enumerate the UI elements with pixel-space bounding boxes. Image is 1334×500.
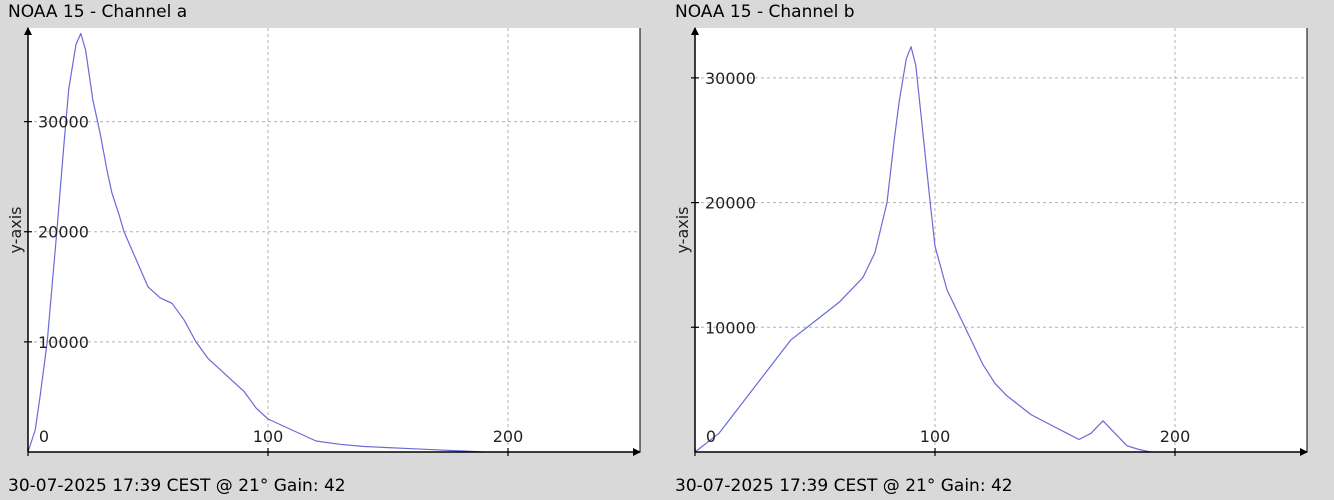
data-series-line [694,46,1152,453]
channel-b-chart: 0 100 200 10000 20000 30000 y-axis [673,27,1308,456]
channel-a-title: NOAA 15 - Channel a [8,2,188,22]
y-tick-label: 30000 [705,69,756,88]
x-tick-label: 200 [493,427,524,446]
y-tick-label: 20000 [705,194,756,213]
channel-b-title: NOAA 15 - Channel b [675,2,855,22]
y-tick-label: 10000 [38,333,89,352]
y-axis-title: y-axis [6,206,25,253]
y-axis-arrow [691,27,699,35]
x-tick-label: 0 [39,427,49,446]
y-axis-arrow [24,27,32,35]
channel-b-footer: 30-07-2025 17:39 CEST @ 21° Gain: 42 [675,476,1013,496]
x-axis-arrow [633,448,641,456]
channel-a-footer: 30-07-2025 17:39 CEST @ 21° Gain: 42 [8,476,346,496]
x-axis-arrow [1300,448,1308,456]
y-tick-label: 10000 [705,318,756,337]
data-series-line [27,32,485,453]
channel-b-panel: NOAA 15 - Channel b 0 100 200 10000 20000 300… [667,0,1334,500]
channel-a-panel: NOAA 15 - Channel a 0 100 200 10000 20000 300… [6,2,641,496]
y-axis-title: y-axis [673,206,692,253]
plot-area [28,28,640,452]
plot-area [695,28,1307,452]
x-tick-label: 0 [706,427,716,446]
channel-a-chart: 0 100 200 10000 20000 30000 y-axis [6,27,641,456]
x-tick-label: 100 [253,427,284,446]
x-tick-label: 100 [920,427,951,446]
x-tick-label: 200 [1160,427,1191,446]
y-tick-label: 20000 [38,223,89,242]
y-tick-label: 30000 [38,113,89,132]
